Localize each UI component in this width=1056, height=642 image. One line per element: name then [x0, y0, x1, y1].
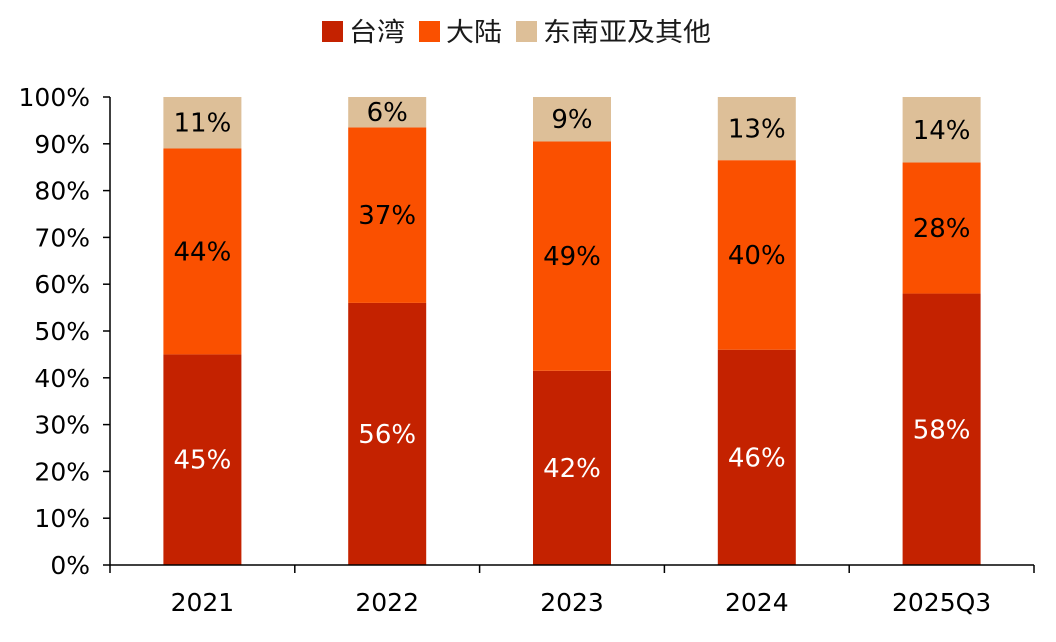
legend: 台湾 大陆 东南亚及其他 — [322, 18, 711, 48]
legend-swatch — [322, 21, 343, 42]
y-tick-label: 10% — [34, 504, 90, 533]
bar-segment — [902, 97, 981, 163]
y-tick-label: 60% — [34, 270, 90, 299]
y-tick-label: 30% — [34, 411, 90, 440]
legend-label: 大陆 — [446, 18, 502, 48]
data-label: 13% — [728, 115, 786, 145]
data-label: 58% — [913, 415, 971, 445]
legend-swatch — [419, 21, 440, 42]
data-label: 37% — [358, 201, 416, 231]
bar-segment — [533, 370, 611, 565]
bar-segment — [348, 97, 427, 128]
bar-segment — [902, 293, 981, 565]
legend-swatch — [516, 21, 537, 42]
x-tick-label: 2023 — [540, 588, 604, 617]
y-tick-label: 50% — [34, 317, 90, 346]
bar-segment — [163, 148, 242, 355]
data-label: 11% — [174, 109, 232, 139]
bar-segment — [902, 162, 981, 294]
bar-segment — [348, 302, 427, 565]
y-tick-label: 70% — [34, 223, 90, 252]
y-tick-label: 40% — [34, 364, 90, 393]
y-tick-label: 90% — [34, 130, 90, 159]
bar-segment — [533, 97, 611, 142]
bar-segment — [348, 127, 427, 303]
x-tick-label: 2025Q3 — [892, 588, 991, 617]
x-tick-label: 2021 — [171, 588, 235, 617]
bar-segment — [717, 160, 796, 350]
bars: 45% 44% 11% 56% 37% 6% 42% 49% 9% 46% 40% 13% 58% 28%… — [163, 97, 981, 565]
bar-segment — [717, 97, 796, 161]
y-tick-label: 0% — [50, 551, 90, 580]
axes: 0% 10% 20% 30% 40% 50% 60% 70% 80% 90% 100% 2021 202… — [19, 83, 1035, 617]
data-label: 46% — [728, 443, 786, 473]
bar-segment — [163, 97, 242, 149]
y-tick-label: 20% — [34, 457, 90, 486]
legend-label: 东南亚及其他 — [543, 18, 711, 48]
data-label: 9% — [551, 105, 592, 135]
data-label: 42% — [543, 454, 601, 484]
data-label: 56% — [358, 420, 416, 450]
y-tick-label: 80% — [34, 177, 90, 206]
data-label: 40% — [728, 241, 786, 271]
y-tick-label: 100% — [19, 83, 90, 112]
bar-segment — [533, 141, 611, 371]
x-tick-label: 2022 — [355, 588, 419, 617]
data-label: 49% — [543, 242, 601, 272]
bar-segment — [163, 354, 242, 565]
bar-segment — [717, 349, 796, 565]
legend-label: 台湾 — [349, 18, 405, 48]
data-label: 14% — [913, 116, 971, 146]
data-label: 45% — [174, 446, 232, 476]
x-tick-label: 2024 — [725, 588, 789, 617]
data-label: 28% — [913, 214, 971, 244]
data-label: 6% — [367, 98, 408, 128]
data-label: 44% — [174, 237, 232, 267]
